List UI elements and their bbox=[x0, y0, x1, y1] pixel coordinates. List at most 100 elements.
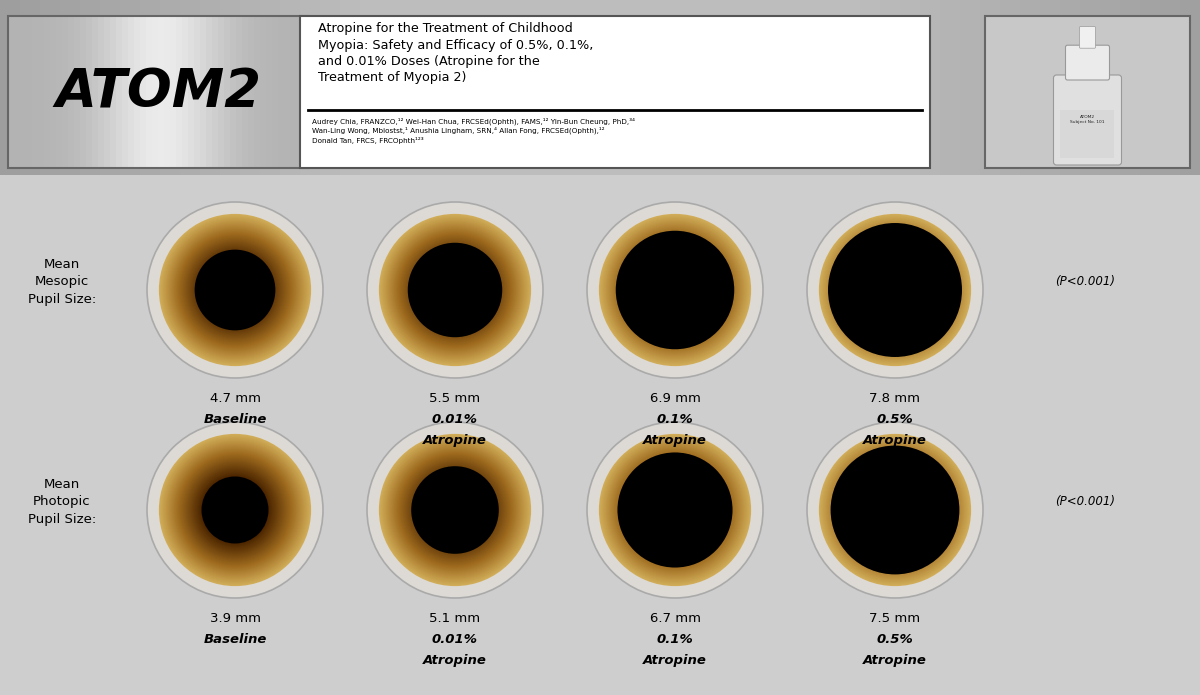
Circle shape bbox=[840, 235, 950, 345]
Circle shape bbox=[209, 484, 260, 536]
Bar bbox=[240, 0, 262, 175]
Circle shape bbox=[454, 509, 456, 511]
Circle shape bbox=[587, 422, 763, 598]
Circle shape bbox=[610, 224, 740, 356]
Text: Baseline: Baseline bbox=[203, 413, 266, 426]
Circle shape bbox=[601, 217, 749, 363]
Circle shape bbox=[403, 238, 508, 343]
Circle shape bbox=[448, 282, 463, 297]
Circle shape bbox=[671, 505, 679, 515]
Bar bbox=[400, 0, 422, 175]
Circle shape bbox=[202, 256, 269, 323]
Circle shape bbox=[408, 462, 503, 557]
Circle shape bbox=[204, 479, 266, 541]
Circle shape bbox=[384, 219, 527, 361]
Bar bbox=[40, 0, 62, 175]
Bar bbox=[116, 16, 124, 168]
Circle shape bbox=[636, 251, 714, 329]
Text: Atropine: Atropine bbox=[863, 434, 926, 447]
Circle shape bbox=[604, 439, 746, 581]
Circle shape bbox=[887, 282, 902, 297]
Circle shape bbox=[894, 289, 896, 291]
Circle shape bbox=[847, 462, 942, 557]
Circle shape bbox=[431, 485, 480, 534]
Circle shape bbox=[599, 214, 751, 366]
Circle shape bbox=[616, 231, 734, 350]
Circle shape bbox=[868, 263, 923, 318]
Circle shape bbox=[866, 261, 924, 318]
Circle shape bbox=[433, 268, 476, 312]
Circle shape bbox=[402, 237, 509, 343]
Circle shape bbox=[833, 228, 956, 352]
Text: (P<0.001): (P<0.001) bbox=[1055, 496, 1115, 509]
Circle shape bbox=[407, 241, 504, 338]
Circle shape bbox=[886, 281, 905, 300]
Circle shape bbox=[601, 215, 749, 364]
Circle shape bbox=[439, 494, 472, 526]
Circle shape bbox=[654, 269, 696, 311]
Circle shape bbox=[854, 469, 936, 551]
Circle shape bbox=[221, 496, 250, 524]
Bar bbox=[62, 16, 70, 168]
Circle shape bbox=[445, 281, 464, 300]
Circle shape bbox=[421, 477, 488, 543]
Circle shape bbox=[438, 273, 472, 307]
Circle shape bbox=[419, 474, 491, 546]
Circle shape bbox=[415, 470, 494, 550]
Circle shape bbox=[836, 452, 953, 568]
Circle shape bbox=[648, 483, 702, 537]
Circle shape bbox=[192, 467, 278, 553]
Circle shape bbox=[158, 214, 311, 366]
Circle shape bbox=[416, 252, 493, 328]
Bar bbox=[220, 0, 242, 175]
Circle shape bbox=[191, 466, 278, 554]
Circle shape bbox=[845, 459, 946, 560]
Circle shape bbox=[194, 249, 276, 331]
Circle shape bbox=[642, 477, 708, 543]
Circle shape bbox=[846, 461, 943, 559]
Bar bbox=[266, 16, 274, 168]
Bar bbox=[296, 16, 304, 168]
Circle shape bbox=[836, 232, 953, 348]
Circle shape bbox=[874, 269, 916, 311]
Circle shape bbox=[383, 218, 527, 362]
Circle shape bbox=[818, 214, 971, 366]
Circle shape bbox=[425, 259, 486, 320]
Circle shape bbox=[641, 476, 709, 544]
Circle shape bbox=[876, 491, 914, 529]
Circle shape bbox=[172, 446, 299, 574]
Circle shape bbox=[872, 267, 918, 313]
Circle shape bbox=[227, 281, 244, 299]
Circle shape bbox=[668, 284, 682, 297]
Circle shape bbox=[408, 464, 502, 557]
Circle shape bbox=[234, 289, 236, 291]
Circle shape bbox=[163, 218, 307, 362]
Circle shape bbox=[869, 483, 922, 537]
Circle shape bbox=[197, 252, 274, 328]
Circle shape bbox=[424, 259, 486, 321]
Circle shape bbox=[444, 279, 466, 300]
Circle shape bbox=[205, 480, 264, 539]
Bar bbox=[1061, 111, 1115, 158]
Circle shape bbox=[611, 446, 739, 574]
Circle shape bbox=[181, 236, 289, 344]
Circle shape bbox=[872, 487, 918, 533]
Circle shape bbox=[427, 482, 482, 538]
Circle shape bbox=[832, 446, 959, 574]
Circle shape bbox=[409, 464, 500, 556]
Circle shape bbox=[396, 231, 514, 349]
Circle shape bbox=[200, 476, 269, 544]
Circle shape bbox=[166, 220, 305, 359]
Circle shape bbox=[197, 472, 274, 548]
Bar bbox=[200, 0, 222, 175]
FancyBboxPatch shape bbox=[1066, 45, 1110, 80]
Circle shape bbox=[400, 455, 510, 565]
Circle shape bbox=[833, 448, 956, 572]
Circle shape bbox=[400, 235, 510, 345]
Circle shape bbox=[194, 469, 276, 551]
Circle shape bbox=[212, 267, 258, 313]
Bar bbox=[1100, 0, 1122, 175]
Circle shape bbox=[866, 482, 924, 539]
Circle shape bbox=[167, 222, 304, 359]
Bar bbox=[1000, 0, 1022, 175]
